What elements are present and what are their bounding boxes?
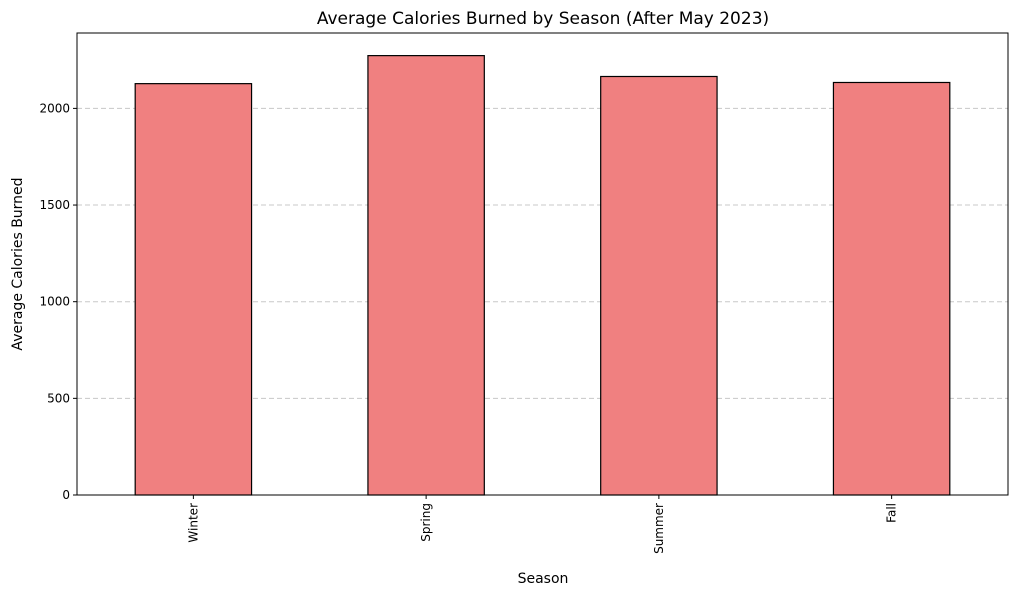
x-tick-label: Winter [186,503,200,543]
bar-spring [367,55,485,496]
bar-winter [134,83,253,496]
x-tick-label: Spring [419,503,433,542]
y-tick-label: 1000 [39,295,70,309]
plot-frame [76,32,1009,496]
x-axis: Winter Spring Summer Fall [186,495,899,554]
y-axis: 0 500 1000 1500 2000 [39,101,77,502]
y-tick-label: 500 [47,391,70,405]
x-tick-label: Fall [885,503,899,523]
bar-summer [600,75,718,496]
chart-title: Average Calories Burned by Season (After… [317,9,769,29]
x-tick-label: Summer [652,503,666,554]
y-tick-label: 1500 [39,198,70,212]
bars-layer [134,55,951,496]
bar-fall [832,81,951,496]
y-axis-label: Average Calories Burned [10,177,26,350]
y-tick-label: 0 [62,488,70,502]
x-axis-label: Season [518,571,569,587]
y-tick-label: 2000 [39,101,70,115]
